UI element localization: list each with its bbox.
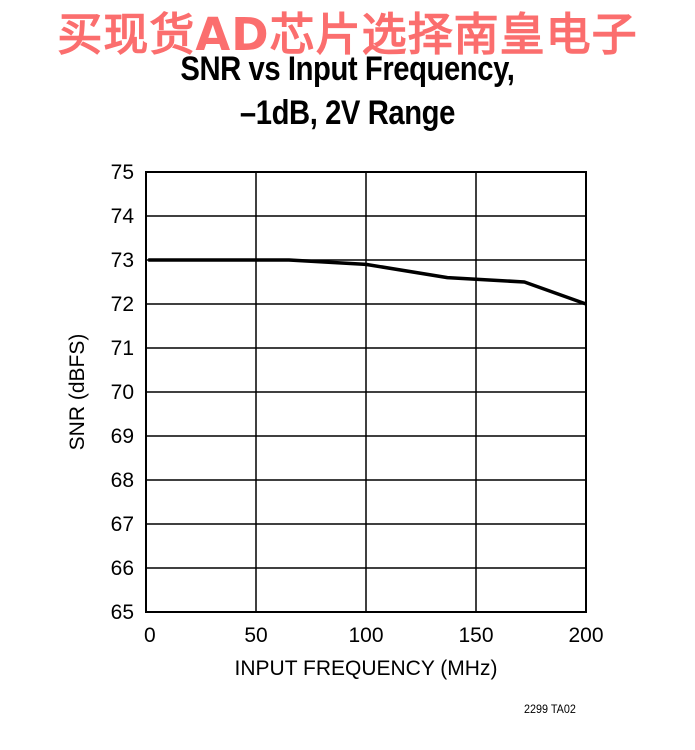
chart-title-line-1: SNR vs Input Frequency, — [180, 50, 515, 88]
series-line-0 — [148, 258, 587, 306]
x-tick-label-150: 150 — [458, 624, 493, 647]
x-tick-label-0: 0 — [144, 624, 156, 647]
x-tick-label-200: 200 — [568, 624, 603, 647]
y-axis-title: SNR (dBFS) — [66, 334, 89, 451]
chart-title-line-2: –1dB, 2V Range — [239, 94, 455, 132]
grid — [145, 171, 587, 613]
x-axis-title: INPUT FREQUENCY (MHz) — [235, 657, 498, 680]
y-tick-label-74: 74 — [111, 205, 135, 228]
y-tick-label-70: 70 — [111, 381, 134, 404]
y-tick-label-65: 65 — [111, 601, 134, 624]
x-tick-label-100: 100 — [348, 624, 383, 647]
y-tick-label-71: 71 — [111, 337, 134, 360]
series-layer — [148, 258, 587, 306]
watermark-text: 买现货AD芯片选择南皇电子 — [57, 8, 638, 61]
figure-code: 2299 TA02 — [524, 702, 576, 716]
y-axis-ticks: 65 66 67 68 69 70 71 72 73 74 75 — [111, 161, 135, 624]
y-tick-label-66: 66 — [111, 557, 134, 580]
x-axis-ticks: 0 50 100 150 200 — [144, 624, 604, 647]
y-tick-label-67: 67 — [111, 513, 134, 536]
y-tick-label-75: 75 — [111, 161, 134, 184]
plot-frame — [145, 171, 587, 613]
y-tick-label-68: 68 — [111, 469, 134, 492]
x-tick-label-50: 50 — [244, 624, 267, 647]
y-tick-label-69: 69 — [111, 425, 134, 448]
y-tick-label-72: 72 — [111, 293, 134, 316]
y-tick-label-73: 73 — [111, 249, 134, 272]
